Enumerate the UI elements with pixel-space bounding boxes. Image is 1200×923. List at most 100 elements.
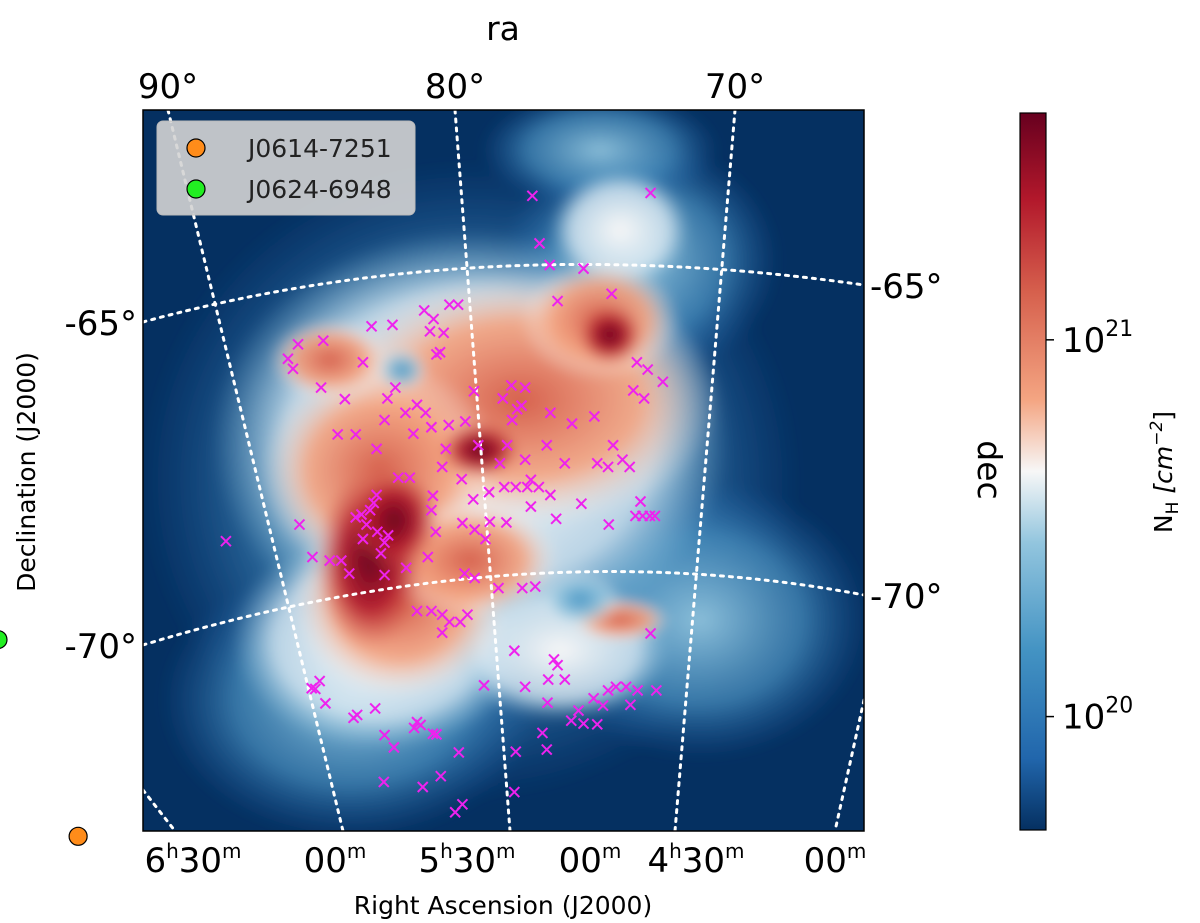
cross-marker bbox=[575, 497, 588, 510]
plot-frame bbox=[142, 109, 865, 832]
cross-marker bbox=[365, 320, 378, 333]
cross-marker bbox=[306, 551, 319, 563]
legend-box bbox=[156, 120, 416, 216]
cross-marker bbox=[577, 717, 590, 730]
cross-marker bbox=[620, 681, 632, 693]
cross-marker bbox=[467, 493, 479, 506]
cross-marker bbox=[437, 327, 450, 339]
cross-marker bbox=[331, 428, 344, 441]
cross-marker bbox=[349, 428, 362, 441]
cross-marker bbox=[319, 697, 332, 710]
cross-marker bbox=[425, 605, 438, 617]
cross-marker bbox=[508, 786, 521, 798]
grid-line-dec-65 bbox=[143, 262, 864, 324]
cross-marker bbox=[544, 489, 557, 501]
cross-marker bbox=[456, 517, 469, 529]
colorbar: 1021 1020 NH [cm−2] bbox=[1019, 112, 1183, 831]
cross-marker bbox=[505, 379, 518, 392]
cross-marker bbox=[399, 407, 412, 419]
cross-marker bbox=[287, 363, 299, 375]
cross-marker bbox=[508, 645, 521, 657]
cross-marker bbox=[543, 259, 556, 271]
cross-marker bbox=[369, 702, 381, 715]
cross-marker bbox=[427, 313, 440, 325]
bottom-ticks: 6h30m 00m 5h30m 00m 4h30m 00m bbox=[144, 839, 866, 881]
cross-marker bbox=[541, 743, 553, 756]
cross-marker bbox=[371, 526, 384, 538]
cross-marker bbox=[591, 718, 603, 730]
cross-marker bbox=[430, 526, 442, 538]
cross-marker bbox=[335, 554, 347, 567]
cross-marker bbox=[452, 298, 464, 311]
cross-marker bbox=[516, 582, 528, 594]
cross-marker bbox=[370, 443, 383, 455]
cross-marker bbox=[382, 529, 394, 542]
source-markers bbox=[0, 630, 88, 846]
source-marker-j0614-7251 bbox=[68, 826, 88, 846]
colorbar-title: NH [cm−2] bbox=[1147, 411, 1183, 533]
heatmap bbox=[143, 110, 864, 831]
cross-marker bbox=[636, 510, 649, 522]
legend-marker-j0624 bbox=[186, 179, 206, 199]
cross-marker bbox=[525, 474, 537, 486]
left-tick-65: -65° bbox=[64, 304, 137, 344]
cross-marker bbox=[638, 392, 650, 405]
cross-marker bbox=[293, 518, 306, 531]
cross-marker bbox=[649, 510, 661, 522]
bottom-tick-4h00m: 00m bbox=[804, 839, 867, 881]
cross-marker bbox=[220, 535, 232, 547]
top-tick-70: 70° bbox=[705, 67, 765, 107]
cross-marker bbox=[454, 616, 466, 628]
cross-marker bbox=[542, 673, 554, 686]
cross-marker bbox=[443, 616, 456, 628]
cross-marker bbox=[364, 504, 376, 516]
y-axis-title: Declination (J2000) bbox=[12, 352, 41, 592]
cross-marker bbox=[494, 457, 506, 469]
cross-marker bbox=[510, 745, 522, 758]
cross-marker bbox=[414, 719, 427, 731]
cross-marker bbox=[430, 728, 443, 741]
cross-marker bbox=[631, 684, 644, 697]
grid-line-ra-90 bbox=[166, 110, 345, 831]
cross-marker bbox=[375, 547, 387, 560]
grid-line-ra-80 bbox=[453, 110, 512, 831]
cross-marker bbox=[519, 381, 531, 394]
cross-marker bbox=[357, 356, 369, 369]
cross-marker bbox=[458, 567, 471, 580]
cross-marker bbox=[468, 572, 481, 584]
cross-marker bbox=[515, 399, 528, 412]
cross-marker bbox=[419, 407, 432, 419]
cross-marker bbox=[435, 770, 447, 782]
cross-marker bbox=[627, 384, 639, 397]
grid-line-ra-extra-right bbox=[833, 698, 864, 831]
cross-marker bbox=[427, 490, 439, 502]
cross-marker bbox=[506, 414, 518, 426]
bottom-tick-5h30m: 5h30m bbox=[418, 839, 515, 881]
bottom-tick-5h00m: 00m bbox=[559, 839, 622, 881]
cross-marker bbox=[623, 461, 636, 473]
cross-marker bbox=[602, 461, 614, 473]
cross-marker bbox=[610, 681, 622, 693]
right-axis-title: dec bbox=[970, 440, 1009, 499]
cross-marker bbox=[559, 673, 571, 686]
left-tick-70: -70° bbox=[64, 627, 137, 667]
cross-marker bbox=[357, 533, 369, 545]
cross-marker bbox=[525, 500, 537, 513]
cross-marker bbox=[483, 486, 495, 498]
cross-marker bbox=[315, 381, 327, 394]
cross-marker bbox=[484, 515, 496, 528]
cross-marker bbox=[425, 504, 438, 516]
cross-marker bbox=[443, 298, 456, 311]
cross-marker bbox=[389, 381, 402, 394]
cross-marker bbox=[605, 288, 618, 300]
cross-marker bbox=[644, 627, 657, 640]
cross-marker bbox=[468, 385, 480, 397]
cross-marker bbox=[468, 523, 481, 536]
cross-marker bbox=[430, 348, 443, 361]
cross-marker bbox=[400, 562, 412, 574]
legend-label-j0624: J0624-6948 bbox=[246, 175, 392, 204]
cross-marker bbox=[533, 237, 546, 250]
cross-marker bbox=[624, 699, 637, 711]
cross-marker bbox=[498, 481, 510, 493]
colorbar-tick-label-20: 1020 bbox=[1062, 694, 1133, 738]
